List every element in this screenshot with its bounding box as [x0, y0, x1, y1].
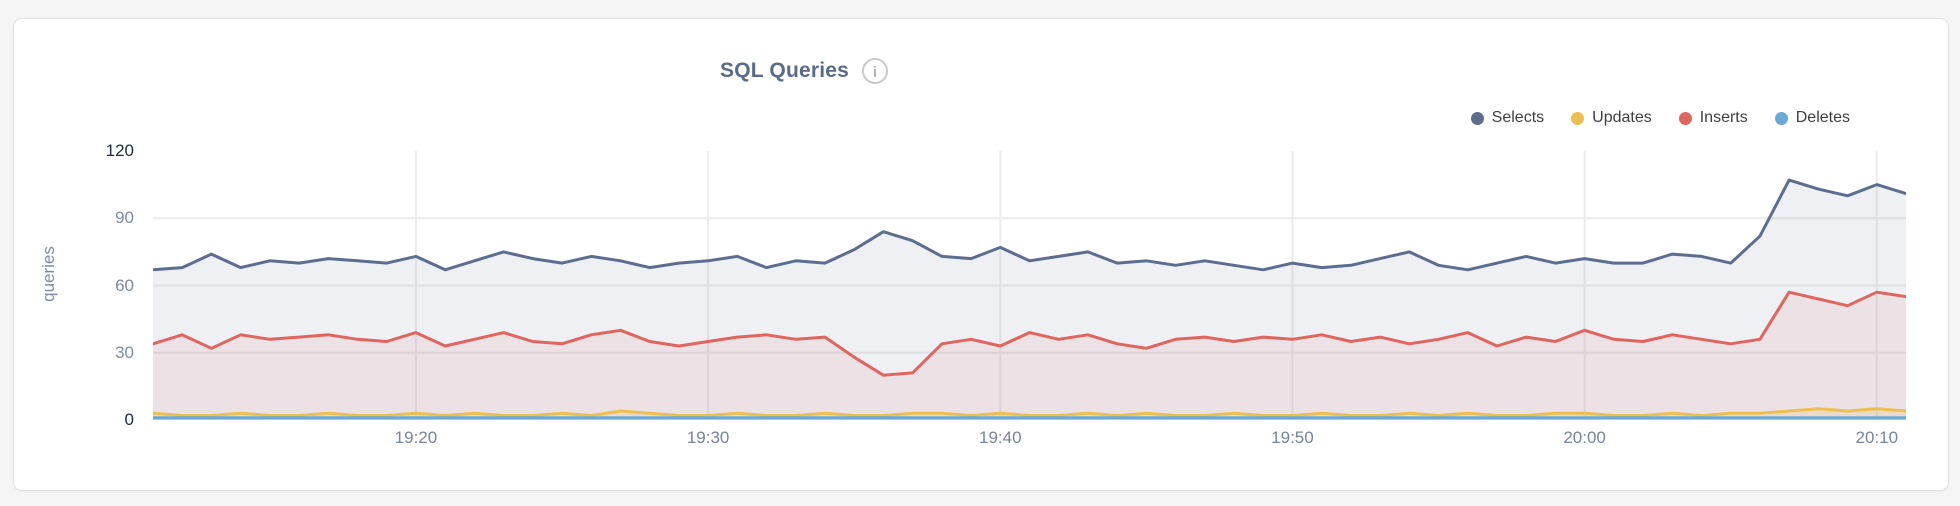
chart-legend: Selects Updates Inserts Deletes [1470, 109, 1850, 127]
legend-dot-deletes [1774, 111, 1788, 125]
y-tick-label-0: 0 [124, 410, 134, 429]
legend-dot-selects [1470, 111, 1484, 125]
chart-header: SQL Queries i [14, 55, 1594, 87]
y-axis-title: queries [39, 246, 58, 302]
legend-item-deletes[interactable]: Deletes [1774, 109, 1850, 127]
legend-item-inserts[interactable]: Inserts [1678, 109, 1748, 127]
series-line-inserts [151, 290, 1908, 377]
x-tick-label-2010: 20:10 [1855, 428, 1899, 447]
x-tick-label-2000: 20:00 [1563, 428, 1606, 447]
y-tick-label-120: 120 [105, 141, 134, 160]
series-area-selects [153, 180, 1906, 420]
series-line-selects [151, 178, 1908, 272]
legend-label: Updates [1592, 109, 1652, 126]
y-tick-label-60: 60 [115, 275, 134, 295]
series-line-updates [151, 407, 1908, 417]
legend-item-selects[interactable]: Selects [1470, 109, 1545, 127]
area-chart [149, 151, 1908, 420]
legend-label: Selects [1491, 109, 1545, 126]
x-tick-label-1930: 19:30 [686, 428, 730, 447]
x-tick-label-1950: 19:50 [1271, 428, 1314, 447]
x-tick-label-1940: 19:40 [979, 428, 1022, 447]
chart-card: SQL Queries i Selects Updates Inserts Delet… [13, 18, 1949, 491]
y-tick-label-90: 90 [115, 208, 134, 228]
info-icon[interactable]: i [862, 58, 889, 84]
x-tick-label-1920: 19:20 [394, 428, 438, 447]
x-axis: 19:20 19:30 19:40 19:50 20:00 20:10 [153, 428, 1906, 450]
legend-label: Inserts [1699, 109, 1748, 126]
chart-plot-area[interactable] [149, 151, 1908, 420]
series-area-inserts [153, 292, 1906, 420]
page-title: SQL Queries [719, 59, 850, 82]
y-axis: 0 30 60 90 120 [54, 141, 134, 429]
y-tick-label-30: 30 [115, 342, 134, 362]
legend-item-updates[interactable]: Updates [1571, 109, 1652, 127]
legend-label: Deletes [1795, 109, 1850, 126]
legend-dot-updates [1571, 111, 1585, 125]
legend-dot-inserts [1678, 111, 1692, 125]
